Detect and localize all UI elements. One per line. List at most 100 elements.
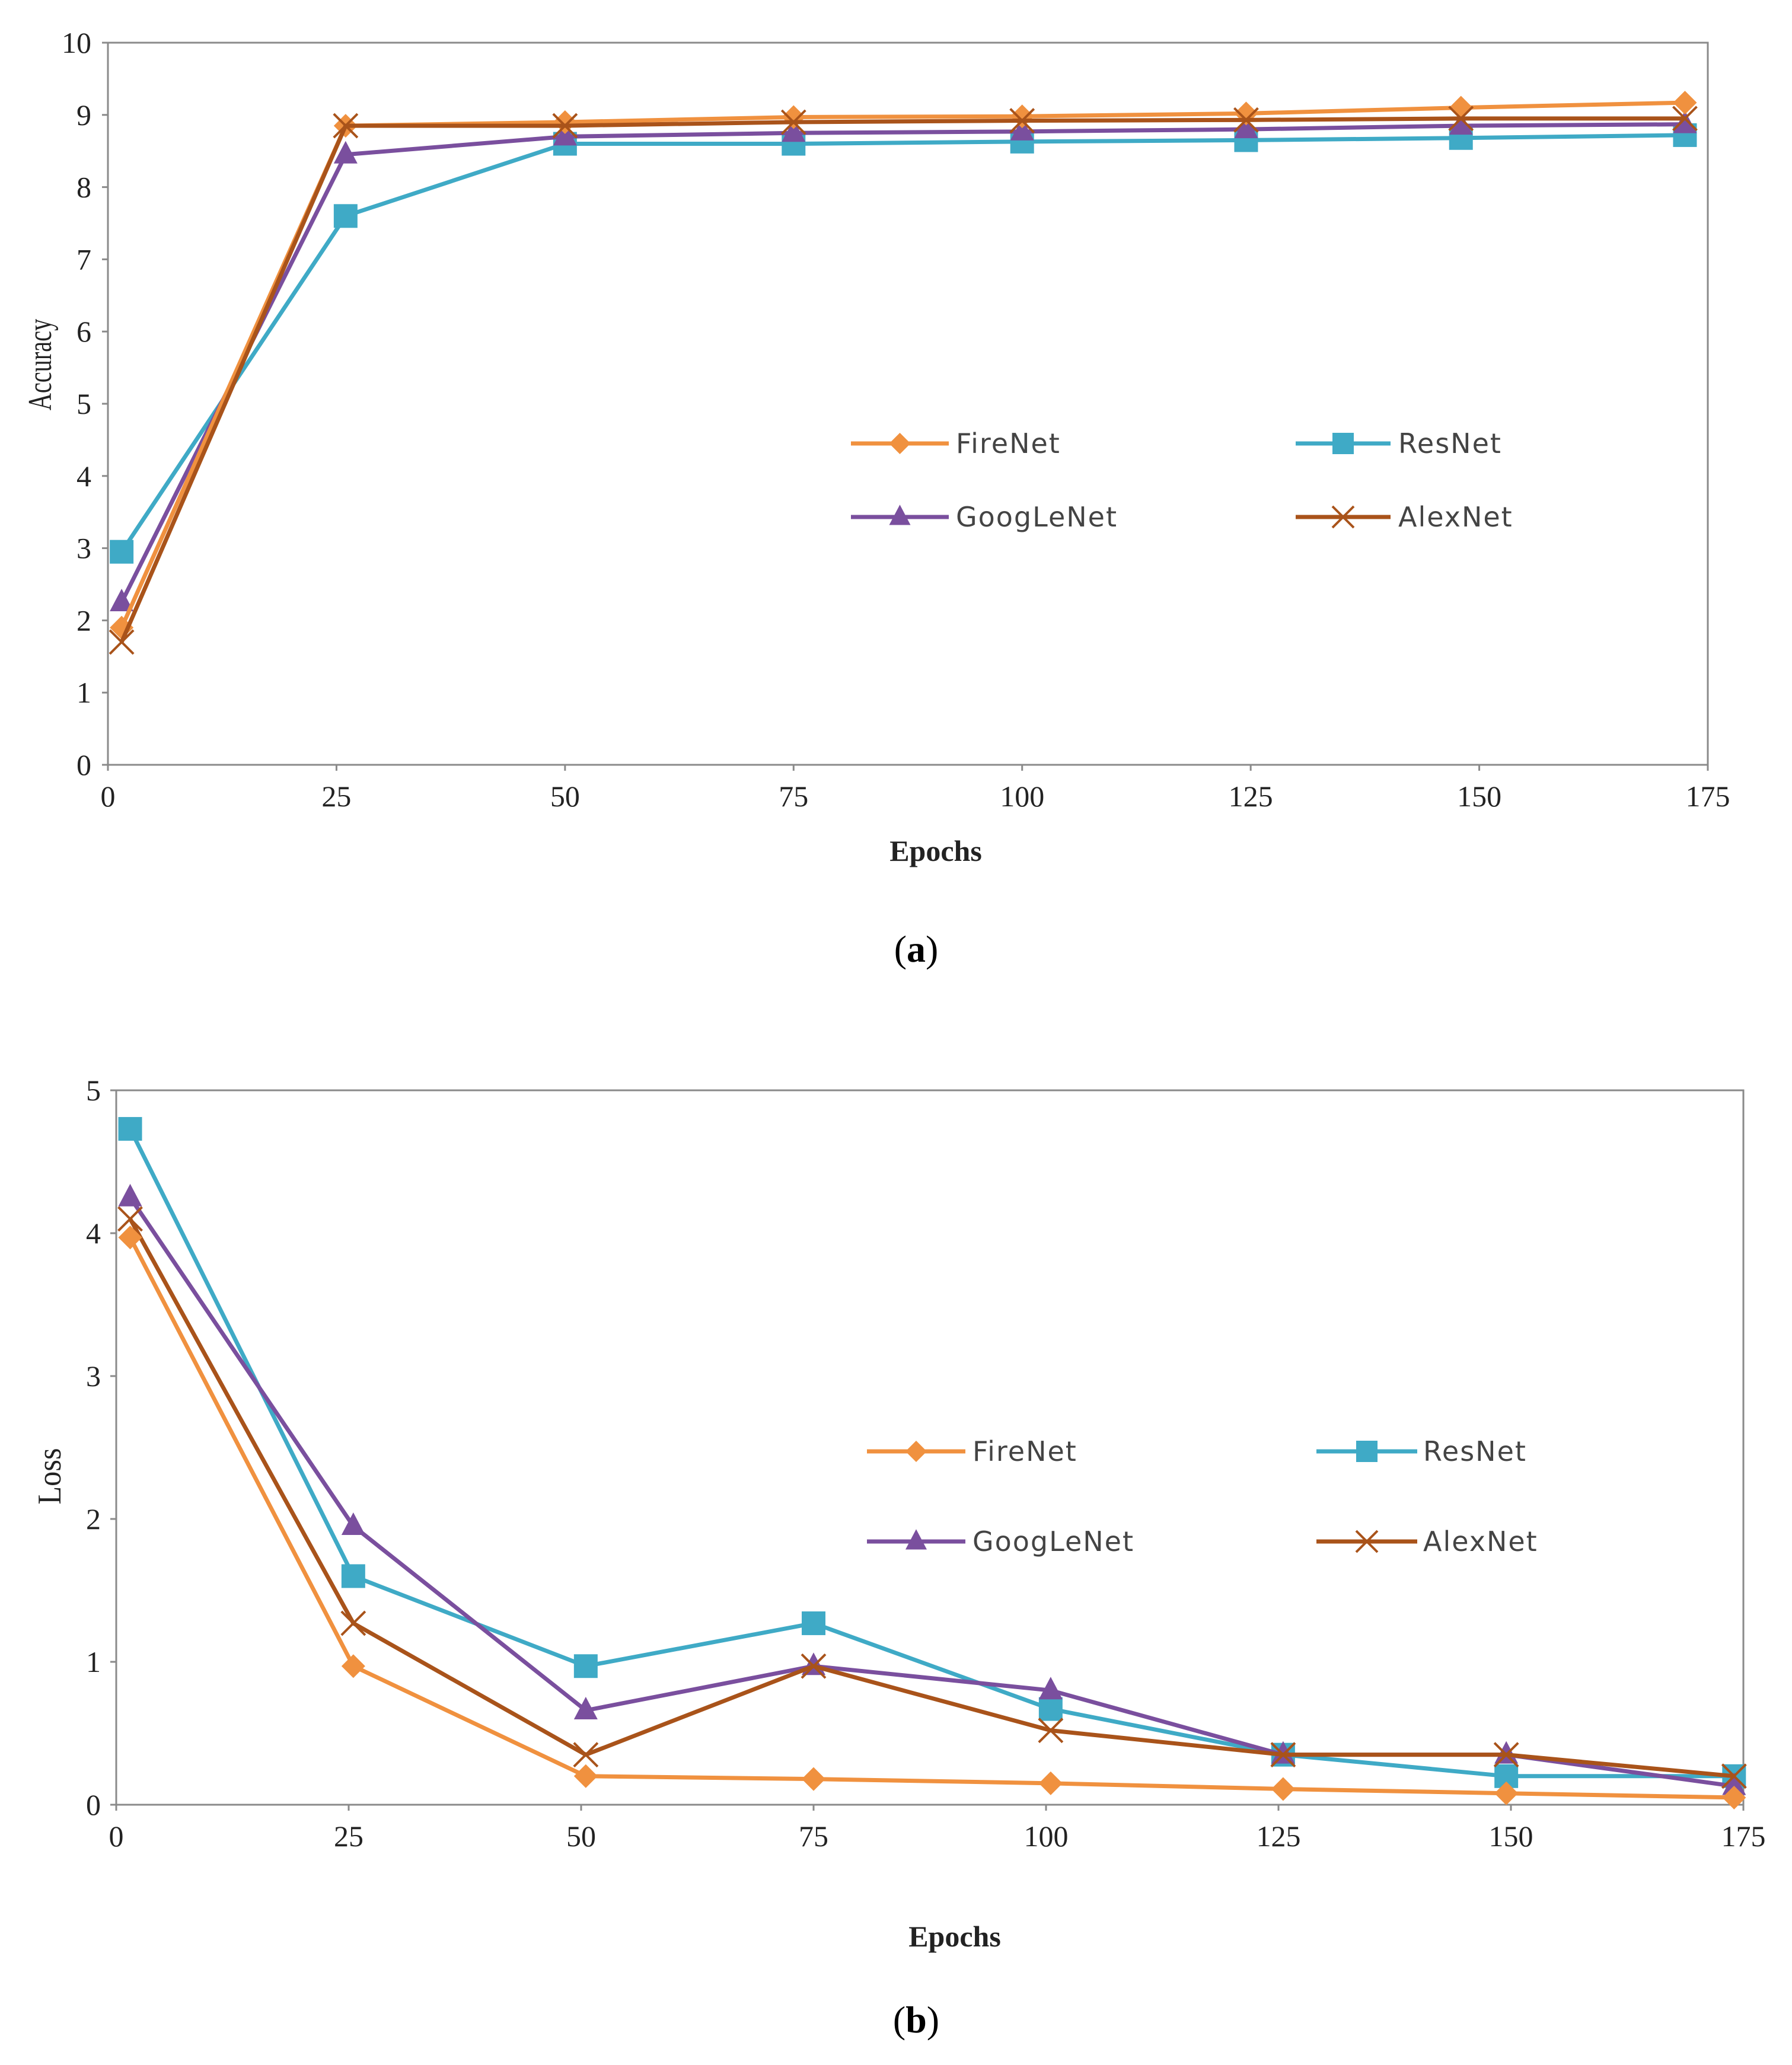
accuracy-x-tick-125: 125 [1229, 780, 1273, 813]
loss-googlenet-point-5 [1271, 1741, 1295, 1764]
accuracy-firenet-point-2 [553, 110, 577, 134]
accuracy-googlenet-point-3 [782, 119, 806, 142]
accuracy-legend-googlenet-label: GoogLeNet [956, 501, 1118, 533]
accuracy-x-tick-175: 175 [1686, 780, 1730, 813]
accuracy-googlenet-point-1 [333, 141, 358, 164]
accuracy-x-tick-50: 50 [550, 780, 580, 813]
loss-googlenet-point-6 [1494, 1741, 1519, 1764]
accuracy-resnet-line [120, 133, 1685, 553]
loss-alexnet-point-3-stroke-2 [801, 1653, 827, 1679]
loss-series [117, 1117, 1747, 1809]
loss-resnet-point-4 [1038, 1697, 1063, 1721]
accuracy-y-tick-1: 1 [76, 676, 91, 709]
loss-legend-alexnet-marker-stroke-2 [1355, 1530, 1379, 1553]
accuracy-x-tick-25: 25 [321, 780, 351, 813]
loss-series-alexnet [117, 1206, 1747, 1789]
accuracy-googlenet-point-2 [553, 123, 577, 146]
loss-firenet-point-5 [1271, 1777, 1295, 1801]
accuracy-y-tick-0: 0 [76, 748, 91, 781]
loss-series-resnet [118, 1117, 1746, 1788]
loss-x-axis-label: Epochs [908, 1920, 1001, 1953]
accuracy-y-tick-8: 8 [76, 171, 91, 204]
loss-x-tick-100: 100 [1024, 1820, 1069, 1853]
loss-resnet-point-3 [802, 1611, 825, 1635]
accuracy-alexnet-point-4 [1009, 108, 1035, 133]
accuracy-alexnet-point-5 [1233, 107, 1259, 133]
loss-legend-alexnet-label: AlexNet [1423, 1525, 1538, 1557]
accuracy-y-tick-6: 6 [76, 315, 91, 348]
accuracy-alexnet-point-5-stroke-2 [1233, 107, 1259, 133]
loss-resnet-point-0 [118, 1117, 142, 1141]
accuracy-alexnet-point-0 [109, 629, 135, 655]
loss-googlenet-point-2 [573, 1696, 598, 1719]
accuracy-legend-alexnet-marker-stroke-2 [1331, 505, 1355, 529]
accuracy-chart: 0 1 2 3 4 5 6 7 8 9 10 0 25 50 75 100 125 150 175 Accurac… [22, 26, 1730, 970]
loss-googlenet-point-0 [118, 1183, 142, 1207]
loss-x-tick-75: 75 [799, 1820, 828, 1853]
accuracy-googlenet-line [119, 122, 1685, 604]
loss-y-ticks: 0 1 2 3 4 5 [86, 1074, 116, 1821]
loss-alexnet-point-0 [117, 1206, 143, 1232]
accuracy-x-ticks: 0 25 50 75 100 125 150 175 [101, 765, 1730, 813]
accuracy-resnet-point-1 [333, 204, 358, 228]
caption-a-letter: a [907, 928, 926, 970]
accuracy-y-tick-5: 5 [76, 387, 91, 420]
loss-alexnet-point-5 [1270, 1742, 1296, 1768]
caption-a-close: ) [926, 928, 938, 970]
accuracy-alexnet-point-6 [1448, 106, 1474, 132]
accuracy-googlenet-point-5 [1234, 116, 1258, 139]
caption-b: (b) [893, 1999, 939, 2041]
accuracy-series-googlenet [110, 110, 1697, 611]
accuracy-x-tick-150: 150 [1457, 780, 1501, 813]
loss-alexnet-line [128, 1218, 1734, 1779]
loss-resnet-point-2 [573, 1654, 598, 1678]
loss-legend-item-googlenet: GoogLeNet [867, 1525, 1134, 1557]
accuracy-legend: FireNet ResNet GoogLeNet AlexNet [851, 427, 1513, 533]
accuracy-series [109, 91, 1698, 655]
accuracy-googlenet-point-4 [1010, 117, 1034, 141]
accuracy-legend-googlenet-marker [889, 505, 911, 525]
accuracy-alexnet-point-1-stroke-2 [333, 113, 359, 139]
loss-legend: FireNet ResNet GoogLeNet AlexNet [867, 1435, 1538, 1557]
loss-y-tick-0: 0 [86, 1788, 101, 1821]
accuracy-alexnet-point-7 [1672, 106, 1698, 132]
caption-a: (a) [894, 928, 939, 970]
loss-y-tick-5: 5 [86, 1074, 101, 1107]
accuracy-y-axis-label: Accuracy [22, 318, 59, 410]
loss-legend-firenet-marker [905, 1441, 927, 1462]
accuracy-y-ticks: 0 1 2 3 4 5 6 7 8 9 10 [62, 26, 108, 781]
accuracy-alexnet-point-7-stroke-2 [1672, 106, 1698, 132]
accuracy-x-axis-label: Epochs [889, 834, 982, 867]
accuracy-legend-firenet-marker [889, 433, 911, 454]
loss-legend-googlenet-label: GoogLeNet [972, 1525, 1134, 1557]
accuracy-x-tick-0: 0 [101, 780, 116, 813]
loss-x-tick-25: 25 [334, 1820, 363, 1853]
caption-b-open: ( [893, 1999, 905, 2041]
loss-y-tick-3: 3 [86, 1359, 101, 1393]
accuracy-googlenet-point-6 [1449, 112, 1473, 135]
loss-alexnet-point-4 [1038, 1718, 1064, 1744]
accuracy-x-tick-75: 75 [779, 780, 808, 813]
accuracy-resnet-point-0 [110, 540, 134, 564]
loss-x-tick-50: 50 [566, 1820, 596, 1853]
loss-alexnet-point-7 [1721, 1763, 1747, 1789]
accuracy-series-alexnet [109, 106, 1698, 655]
loss-legend-alexnet-marker [1355, 1530, 1379, 1553]
loss-alexnet-point-2 [573, 1742, 599, 1768]
accuracy-alexnet-point-6-stroke-2 [1448, 106, 1474, 132]
loss-alexnet-point-1 [340, 1610, 366, 1636]
loss-legend-resnet-marker [1356, 1441, 1378, 1462]
loss-resnet-line [128, 1128, 1734, 1779]
loss-legend-googlenet-marker [905, 1529, 927, 1550]
caption-b-letter: b [905, 1999, 927, 2041]
accuracy-legend-alexnet-label: AlexNet [1398, 501, 1513, 533]
caption-b-close: ) [927, 1999, 939, 2041]
accuracy-firenet-point-7 [1673, 91, 1697, 115]
loss-legend-firenet-label: FireNet [972, 1435, 1077, 1467]
accuracy-legend-resnet-label: ResNet [1398, 427, 1502, 459]
accuracy-legend-item-googlenet: GoogLeNet [851, 501, 1118, 533]
loss-googlenet-point-7 [1722, 1772, 1746, 1795]
loss-x-tick-150: 150 [1489, 1820, 1533, 1853]
loss-firenet-line [128, 1236, 1734, 1800]
